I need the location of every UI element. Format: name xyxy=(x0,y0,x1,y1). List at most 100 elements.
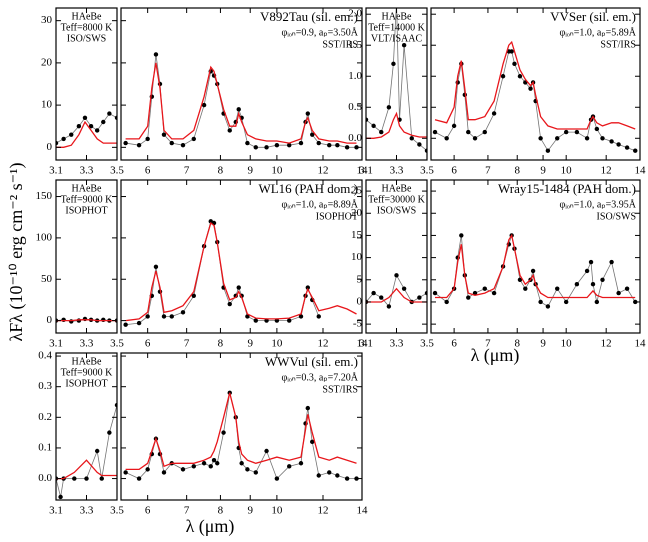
data-point xyxy=(161,132,167,137)
plot-area xyxy=(123,219,357,327)
annotation: SST/IRS xyxy=(322,384,358,395)
data-point xyxy=(201,102,207,108)
data-point xyxy=(472,136,478,141)
y-tick-label: 100 xyxy=(36,231,53,243)
data-point xyxy=(72,476,77,481)
data-point xyxy=(616,142,621,147)
x-tick-label: 8 xyxy=(218,505,224,517)
data-point xyxy=(500,74,506,79)
data-point xyxy=(94,128,100,133)
data-point xyxy=(287,318,292,323)
annotation: ISOPHOT xyxy=(65,378,107,389)
data-point xyxy=(253,318,258,323)
data-point xyxy=(274,476,280,481)
annotation: φᵢₒₙ=1.0, aₚ=8.89Å xyxy=(282,198,359,210)
data-point xyxy=(82,316,88,322)
data-point xyxy=(545,148,551,153)
data-point xyxy=(253,470,258,475)
data-point xyxy=(545,304,551,309)
data-point xyxy=(528,86,533,91)
data-point xyxy=(245,140,250,146)
x-tick-label: 14 xyxy=(635,165,647,177)
y-tick-label: 0 xyxy=(47,141,53,153)
data-point xyxy=(88,124,94,129)
data-point xyxy=(145,467,150,472)
y-tick-label: 20 xyxy=(351,207,363,219)
data-point xyxy=(354,476,359,481)
data-point xyxy=(287,464,292,469)
data-point xyxy=(145,136,150,142)
annotation: HAeBe xyxy=(72,183,103,194)
data-point xyxy=(305,111,310,116)
panel-frame xyxy=(120,352,363,501)
data-point xyxy=(107,430,112,435)
x-tick-label: 3.5 xyxy=(420,338,434,350)
data-point xyxy=(305,285,310,290)
data-point xyxy=(391,61,396,67)
data-point xyxy=(517,74,523,79)
data-point xyxy=(180,310,186,315)
data-point xyxy=(344,145,350,150)
x-tick-label: 3.3 xyxy=(390,165,404,177)
data-point xyxy=(161,314,167,319)
x-tick-label: 8 xyxy=(218,165,224,177)
data-point xyxy=(169,140,174,146)
data-point xyxy=(609,139,614,144)
data-point xyxy=(482,286,487,291)
data-point xyxy=(191,464,196,469)
panel-title: WL16 (PAH dom.) xyxy=(258,181,358,196)
x-tick-label: 7 xyxy=(184,338,190,350)
data-point xyxy=(459,233,464,238)
x-tick-label: 7 xyxy=(184,165,190,177)
x-tick-label: 12 xyxy=(318,338,329,350)
x-tick-label: 6 xyxy=(145,338,151,350)
data-point xyxy=(99,476,104,481)
x-tick-label: 12 xyxy=(318,165,329,177)
data-point xyxy=(123,140,128,146)
data-point xyxy=(491,290,497,296)
data-point xyxy=(123,322,128,327)
data-point xyxy=(191,136,196,142)
x-tick-label: 9 xyxy=(247,505,253,517)
data-point xyxy=(227,128,232,133)
y-tick-label: 10 xyxy=(351,251,363,263)
panel-frame xyxy=(120,7,363,161)
data-line xyxy=(56,404,117,497)
x-tick-label: 12 xyxy=(601,165,612,177)
model-line xyxy=(56,459,117,480)
y-axis-label: λFλ (10⁻¹⁰ erg cm⁻² s⁻¹) xyxy=(6,162,27,341)
data-point xyxy=(136,476,142,481)
panel-title: V892Tau (sil. em.) xyxy=(260,9,358,24)
x-tick-label: 3.3 xyxy=(80,338,94,350)
data-point xyxy=(69,132,74,137)
y-tick-label: 20 xyxy=(41,56,53,68)
plot-area xyxy=(56,402,117,500)
y-tick-label: 1.0 xyxy=(348,70,362,82)
data-point xyxy=(600,136,605,141)
y-tick-label: 1.5 xyxy=(348,39,362,51)
panel-title: VVSer (sil. em.) xyxy=(550,9,636,24)
x-tick-label: 10 xyxy=(271,505,283,517)
data-point xyxy=(215,461,220,466)
data-point xyxy=(584,136,590,141)
data-point xyxy=(245,314,250,319)
plot-area xyxy=(366,273,427,309)
y-tick-label: 0.3 xyxy=(38,380,52,392)
x-tick-label: 6 xyxy=(451,338,457,350)
model-line xyxy=(125,392,357,471)
annotation: SST/IRS xyxy=(600,39,636,50)
data-point xyxy=(512,61,517,67)
data-point xyxy=(444,299,449,305)
annotation: HAeBe xyxy=(72,11,103,22)
data-point xyxy=(136,143,142,148)
plot-area xyxy=(432,40,638,153)
y-tick-label: 10 xyxy=(41,99,53,111)
data-point xyxy=(264,145,269,150)
annotation: Teff=8000 K xyxy=(61,22,113,33)
data-point xyxy=(509,49,514,54)
data-point xyxy=(517,277,523,282)
data-point xyxy=(600,277,605,282)
model-line xyxy=(366,111,427,139)
data-point xyxy=(523,286,528,291)
x-tick-label: 3.1 xyxy=(49,505,63,517)
